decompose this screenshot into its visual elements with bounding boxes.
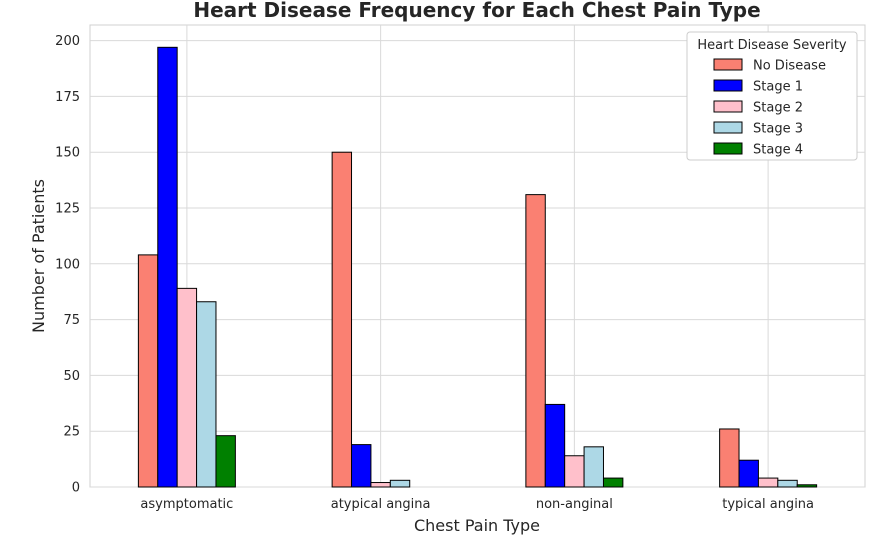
legend-swatch [713,79,743,92]
y-tick-label: 0 [72,481,80,496]
y-tick-label: 50 [63,369,80,384]
legend-label: Stage 3 [753,122,803,137]
bar [389,479,411,488]
y-tick-label: 125 [55,202,80,217]
legend-label: Stage 4 [753,143,803,158]
y-tick-label: 200 [55,34,80,49]
bar [738,459,759,488]
bar [370,482,391,488]
x-tick-labels: asymptomatic atypical angina non-anginal ty… [140,497,814,512]
bar [157,46,178,488]
bar [215,435,236,488]
bar [583,446,604,488]
y-tick-label: 150 [55,146,80,161]
y-tick-label: 100 [55,257,80,272]
bar [176,287,198,488]
x-tick-label: non-anginal [536,497,613,512]
y-axis-label: Number of Patients [29,179,48,333]
chart-title: Heart Disease Frequency for Each Chest P… [193,0,760,22]
bar [351,444,372,488]
bar [777,479,798,488]
legend-label: No Disease [753,59,826,74]
bar [719,428,740,488]
bar [757,477,779,488]
legend-swatch [713,100,743,113]
y-tick-label: 175 [55,90,80,105]
legend-label: Stage 2 [753,101,803,116]
legend-swatch [713,58,743,71]
bar [137,254,159,488]
y-tick-label: 75 [63,313,80,328]
x-tick-label: typical angina [722,497,814,512]
bar [564,455,585,488]
bar [196,301,217,488]
legend-swatch [713,121,743,134]
x-axis-label: Chest Pain Type [414,516,540,535]
x-tick-label: atypical angina [331,497,431,512]
y-tick-labels: 0 25 50 75 100 125 150 175 200 [55,34,80,495]
x-tick-label: asymptomatic [140,497,233,512]
legend-items: No Disease Stage 1 Stage 2 Stage 3 Stage 4 [713,58,826,158]
legend-swatch [713,142,743,155]
bars [137,46,818,488]
bar [796,484,818,488]
bar [331,151,353,488]
legend-title: Heart Disease Severity [697,38,847,53]
legend: Heart Disease Severity No Disease Stage 1… [686,31,858,161]
legend-label: Stage 1 [753,80,803,95]
bar [602,477,624,488]
y-tick-label: 25 [63,425,80,440]
bar [544,403,566,488]
bar [525,194,546,488]
